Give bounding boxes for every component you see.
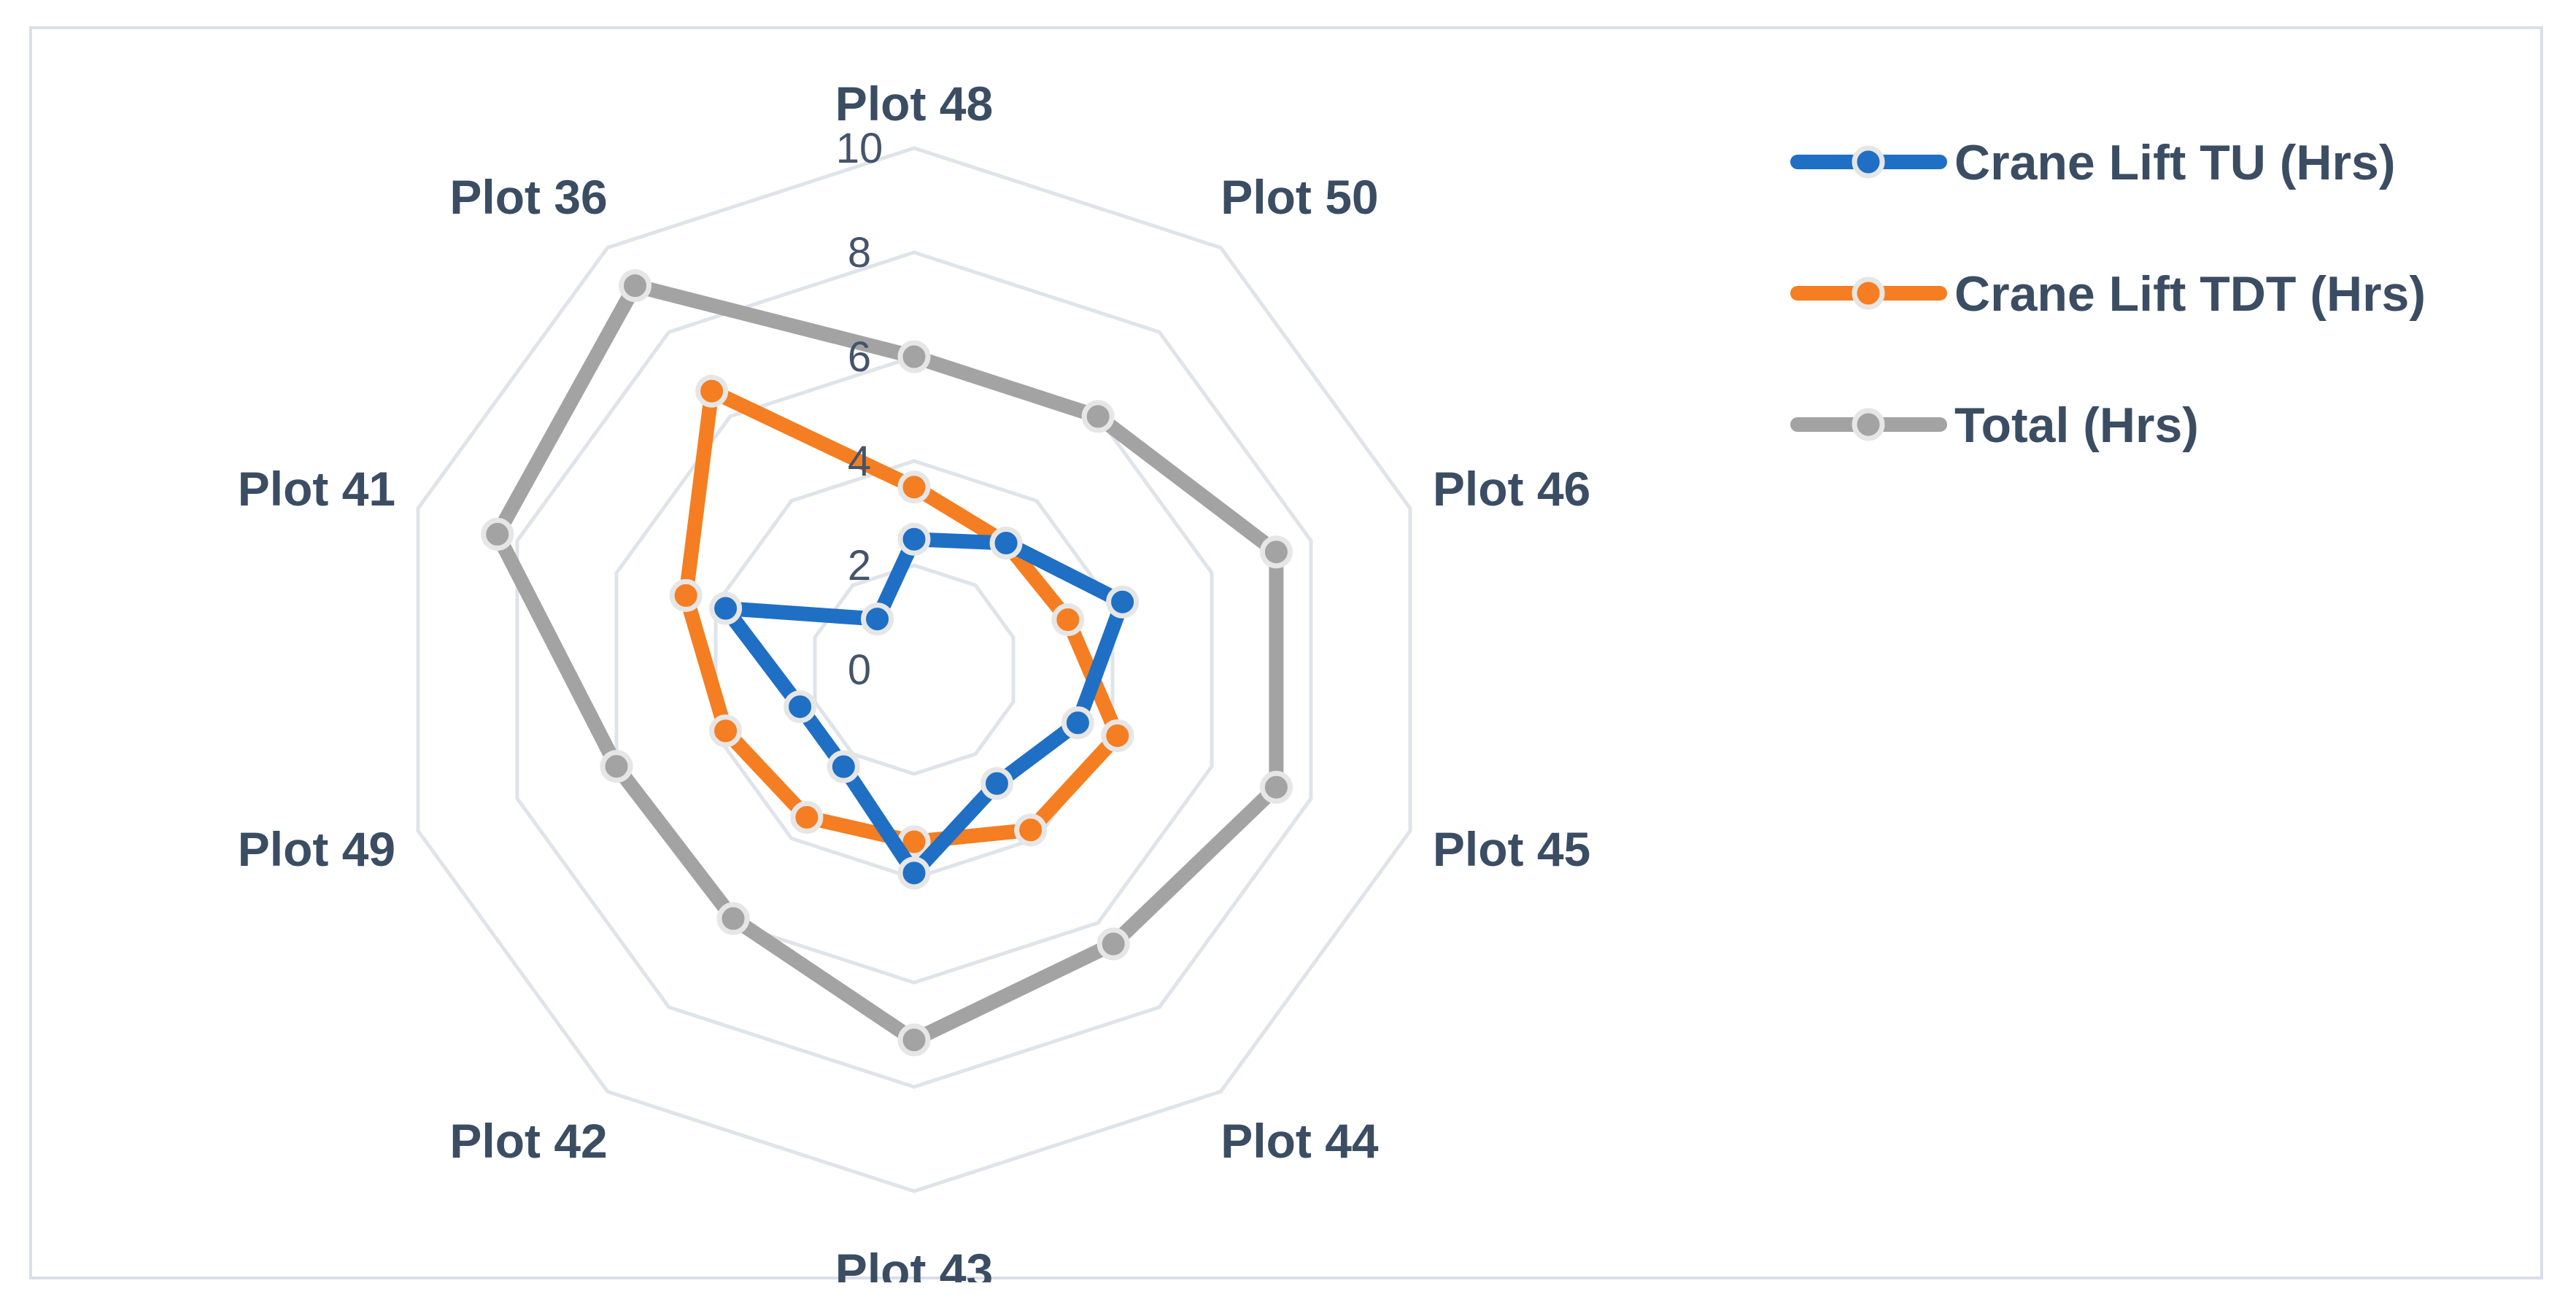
- data-point: [897, 1023, 931, 1057]
- legend-label: Crane Lift TU (Hrs): [1954, 135, 2395, 190]
- data-point: [897, 470, 931, 504]
- grid-ring: [813, 563, 1016, 776]
- data-point: [600, 750, 633, 783]
- category-label: Plot 46: [1433, 462, 1590, 516]
- legend-swatch-marker: [1852, 276, 1885, 310]
- data-point: [1106, 585, 1140, 619]
- tick-label: 0: [848, 646, 871, 694]
- data-point: [897, 522, 931, 556]
- chart-frame: 0 2 4 6 8 10 Plot 48 Plot 50 Plot 46 Plot 45 Plot…: [29, 26, 2543, 1282]
- grid-ring: [416, 146, 1412, 1193]
- legend-item: Total (Hrs): [1790, 398, 2199, 453]
- category-label: Plot 50: [1221, 170, 1378, 224]
- data-point: [1081, 400, 1115, 433]
- legend-item: Crane Lift TDT (Hrs): [1790, 266, 2426, 322]
- category-label: Plot 43: [835, 1244, 993, 1282]
- category-label: Plot 42: [449, 1114, 607, 1168]
- series-0: [709, 522, 1140, 890]
- data-point: [695, 374, 729, 408]
- data-point: [709, 714, 743, 748]
- data-point: [1259, 770, 1293, 804]
- category-label: Plot 45: [1433, 822, 1590, 876]
- tick-label: 10: [836, 125, 883, 172]
- data-point: [897, 340, 931, 373]
- legend-swatch-marker: [1852, 145, 1885, 179]
- tick-label: 6: [848, 333, 871, 381]
- category-labels: Plot 48 Plot 50 Plot 46 Plot 45 Plot 44 Plot …: [238, 77, 1591, 1282]
- legend-label: Crane Lift TDT (Hrs): [1954, 266, 2426, 322]
- data-point: [827, 750, 860, 783]
- data-point: [1051, 603, 1085, 637]
- data-point: [1061, 706, 1094, 740]
- data-point: [716, 902, 750, 935]
- data-point: [1259, 535, 1293, 569]
- category-label: Plot 41: [238, 462, 395, 516]
- series-2: [481, 269, 1293, 1057]
- category-label: Plot 48: [835, 77, 993, 131]
- data-point: [481, 517, 514, 551]
- grid-ring: [515, 250, 1313, 1089]
- legend-swatch-marker: [1852, 408, 1885, 441]
- data-point: [619, 269, 652, 303]
- tick-label: 8: [848, 229, 871, 276]
- data-point: [784, 690, 817, 724]
- data-point: [989, 526, 1023, 559]
- data-point: [980, 767, 1013, 800]
- tick-label: 4: [848, 438, 871, 485]
- data-point: [1096, 927, 1130, 961]
- data-point: [1014, 813, 1048, 847]
- radial-ticks: 0 2 4 6 8 10: [836, 125, 883, 694]
- grid-ring: [614, 355, 1214, 985]
- data-point: [897, 856, 931, 890]
- category-label: Plot 44: [1221, 1114, 1379, 1168]
- tick-label: 2: [848, 542, 871, 589]
- data-point: [861, 603, 894, 636]
- legend-item: Crane Lift TU (Hrs): [1790, 135, 2395, 190]
- data-point: [669, 578, 703, 612]
- series-line: [490, 278, 1284, 1047]
- category-label: Plot 36: [449, 170, 607, 224]
- radar-grid: [416, 146, 1412, 1193]
- radar-series: [481, 269, 1293, 1057]
- category-label: Plot 49: [238, 822, 395, 876]
- data-point: [1101, 719, 1134, 753]
- data-point: [790, 800, 824, 834]
- legend-label: Total (Hrs): [1954, 398, 2199, 453]
- data-point: [709, 592, 743, 625]
- legend: Crane Lift TU (Hrs) Crane Lift TDT (Hrs) T…: [1790, 135, 2426, 453]
